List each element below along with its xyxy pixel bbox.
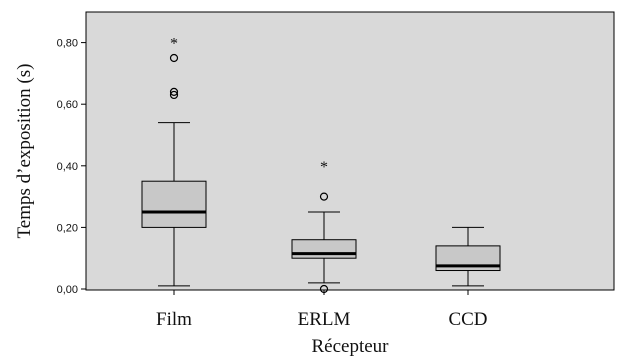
y-tick-label: 0,60 [57,99,78,111]
box [291,239,357,259]
box-series: ** [141,36,501,294]
box-group-erlm: * [291,159,357,294]
outlier-point [319,192,329,201]
outlier-point [169,90,179,100]
y-tick-label: 0,20 [57,222,78,234]
outlier-point [319,284,329,294]
x-axis: Film ERLM CCD [156,290,488,330]
outlier-point [169,87,179,96]
y-tick-label: 0,00 [57,284,78,296]
box-group-ccd [435,226,501,287]
x-category-label: CCD [448,309,487,330]
x-category-label: ERLM [298,309,351,330]
box [141,180,207,228]
y-tick-label: 0,80 [57,38,78,50]
extreme-point: * [320,159,328,176]
x-category-label: Film [156,309,192,330]
outlier-point [169,53,179,63]
box-group-film: * [141,36,207,287]
y-axis: 0,00 0,20 0,40 0,60 0,80 [57,38,86,296]
x-axis-title: Récepteur [311,336,389,356]
y-axis-title: Temps d’exposition (s) [14,64,35,239]
extreme-point: * [170,36,178,53]
y-tick-label: 0,40 [57,161,78,173]
